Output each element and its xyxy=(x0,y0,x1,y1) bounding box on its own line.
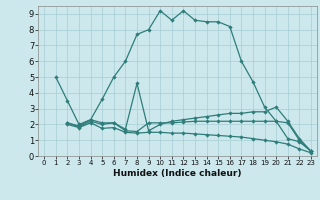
X-axis label: Humidex (Indice chaleur): Humidex (Indice chaleur) xyxy=(113,169,242,178)
